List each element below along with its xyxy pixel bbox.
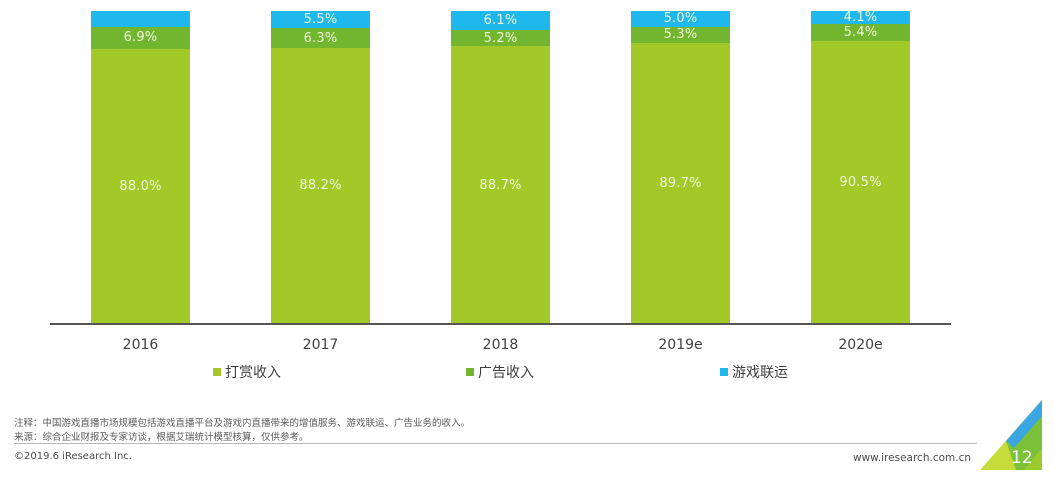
x-tick-label: 2020e — [838, 337, 883, 353]
segment-ads: 5.2% — [451, 30, 550, 47]
stacked-bar-chart: 6.9% 88.0% 5.5% 6.3% 88.2% 6.1% 5.2% 88.7% 5.0% 5… — [91, 11, 910, 324]
legend-item-game-joint-ops: 游戏联运 — [720, 362, 788, 382]
data-label: 89.7% — [659, 176, 702, 192]
x-tick-label: 2019e — [658, 337, 703, 353]
bar-2018: 6.1% 5.2% 88.7% — [451, 11, 550, 324]
segment-game-joint-ops: 4.1% — [811, 11, 910, 24]
data-label: 88.2% — [299, 178, 342, 194]
bar-2017: 5.5% 6.3% 88.2% — [271, 11, 370, 324]
legend-swatch — [720, 368, 728, 376]
x-tick-label: 2018 — [482, 337, 519, 353]
iresearch-corner-logo-icon — [980, 400, 1042, 470]
data-label: 90.5% — [839, 174, 882, 190]
footnote-note: 注释：中国游戏直播市场规模包括游戏直播平台及游戏内直播带来的增值服务、游戏联运、… — [14, 418, 471, 429]
segment-ads: 6.3% — [271, 28, 370, 48]
data-label: 5.3% — [663, 27, 698, 43]
legend-label: 游戏联运 — [732, 365, 788, 381]
data-label: 5.4% — [843, 24, 878, 40]
data-label: 6.1% — [483, 13, 518, 29]
segment-tips: 89.7% — [631, 43, 730, 324]
bar-2019e: 5.0% 5.3% 89.7% — [631, 11, 730, 324]
segment-ads: 5.3% — [631, 26, 730, 44]
data-label: 4.1% — [843, 9, 878, 25]
footnote-source: 来源：综合企业财报及专家访谈，根据艾瑞统计模型核算，仅供参考。 — [14, 432, 309, 443]
legend-label: 广告收入 — [478, 365, 534, 381]
legend-label: 打赏收入 — [225, 365, 281, 381]
x-tick-label: 2016 — [122, 337, 159, 353]
segment-game-joint-ops: 5.0% — [631, 11, 730, 27]
footer-divider — [14, 443, 977, 444]
segment-ads: 5.4% — [811, 23, 910, 41]
data-label: 6.3% — [303, 30, 338, 46]
data-label: 5.5% — [303, 12, 338, 28]
segment-game-joint-ops: 6.1% — [451, 11, 550, 31]
segment-tips: 88.2% — [271, 47, 370, 324]
website-link[interactable]: www.iresearch.com.cn — [853, 452, 972, 464]
legend-item-ads: 广告收入 — [466, 362, 534, 382]
segment-game-joint-ops — [91, 11, 190, 27]
copyright-text: ©2019.6 iResearch Inc. — [14, 451, 132, 462]
legend-item-tips: 打赏收入 — [213, 362, 281, 382]
data-label: 6.9% — [123, 30, 158, 46]
segment-tips: 88.7% — [451, 46, 550, 324]
x-tick-label: 2017 — [302, 337, 339, 353]
segment-game-joint-ops: 5.5% — [271, 11, 370, 29]
data-label: 5.2% — [483, 30, 518, 46]
legend-swatch — [213, 368, 221, 376]
page-number: 12 — [1011, 448, 1033, 468]
data-label: 88.7% — [479, 177, 522, 193]
data-label: 88.0% — [119, 178, 162, 194]
segment-ads: 6.9% — [91, 26, 190, 49]
bar-2020e: 4.1% 5.4% 90.5% — [811, 11, 910, 324]
bar-2016: 6.9% 88.0% — [91, 11, 190, 324]
segment-tips: 90.5% — [811, 40, 910, 324]
segment-tips: 88.0% — [91, 48, 190, 324]
data-label: 5.0% — [663, 11, 698, 27]
legend-swatch — [466, 368, 474, 376]
x-axis-line — [50, 323, 951, 325]
